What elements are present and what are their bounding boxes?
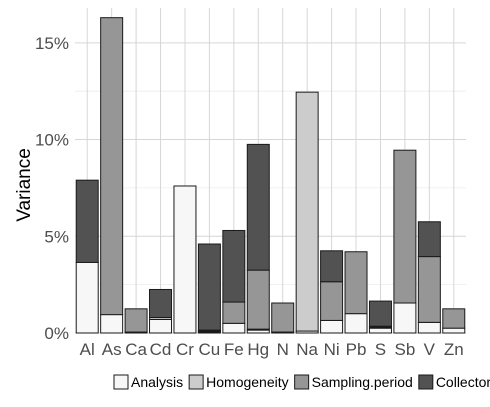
bar-zn-analysis (442, 327, 466, 334)
x-tick-label: Al (80, 340, 95, 359)
bar-v-collector (417, 221, 441, 258)
bar-pb-sampling-period (344, 251, 368, 315)
x-tick-label: Pb (346, 340, 367, 359)
legend-label: Collector (436, 374, 490, 390)
bar-ni-analysis (320, 319, 344, 334)
bar-sb-analysis (393, 302, 417, 334)
x-tick-label: Zn (444, 340, 464, 359)
x-tick-label: Sb (395, 340, 416, 359)
x-tick-label: Fe (224, 340, 244, 359)
legend-item-homogeneity: Homogeneity (188, 374, 289, 390)
legend-swatch (418, 374, 434, 390)
bar-as-sampling-period (100, 17, 124, 316)
bar-na-homogeneity (295, 91, 319, 332)
x-tick-label: Hg (247, 340, 269, 359)
bar-fe-collector (222, 229, 246, 303)
x-tick-label: Cd (150, 340, 172, 359)
legend-label: Homogeneity (206, 374, 289, 390)
bar-v-analysis (417, 321, 441, 334)
bar-ni-sampling-period (320, 281, 344, 321)
bar-cd-collector (149, 288, 173, 319)
y-tick-label: 10% (35, 131, 69, 150)
x-tick-label: Ni (324, 340, 340, 359)
legend-swatch (294, 374, 310, 390)
bar-n-sampling-period (271, 302, 295, 333)
bar-cr-analysis (173, 185, 197, 334)
x-tick-label: Na (296, 340, 318, 359)
legend-label: Analysis (131, 374, 183, 390)
legend-label: Sampling.period (312, 374, 413, 390)
bar-pb-analysis (344, 313, 368, 334)
legend-item-collector: Collector (418, 374, 490, 390)
bar-sb-sampling-period (393, 149, 417, 304)
bar-hg-collector (246, 143, 270, 271)
x-tick-label: Cr (176, 340, 194, 359)
bar-cu-collector (197, 243, 221, 331)
legend-item-analysis: Analysis (113, 374, 183, 390)
bar-zn-sampling-period (442, 308, 466, 329)
legend-swatch (188, 374, 204, 390)
x-axis-ticks: Al As Ca Cd Cr Cu Fe Hg N Na Ni Pb S Sb V Zn (80, 340, 464, 359)
bar-fe-sampling-period (222, 301, 246, 324)
x-tick-label: N (277, 340, 289, 359)
y-axis-title: Variance (14, 148, 35, 222)
x-tick-label: S (375, 340, 386, 359)
x-tick-label: Ca (125, 340, 147, 359)
bar-al-collector (75, 179, 99, 263)
bar-ni-collector (320, 250, 344, 283)
x-tick-label: V (424, 340, 436, 359)
legend: Analysis Homogeneity Sampling.period Collec… (113, 374, 490, 390)
y-tick-label: 15% (35, 34, 69, 53)
bar-al-analysis (75, 261, 99, 334)
bar-as-analysis (100, 314, 124, 334)
bars (75, 17, 466, 334)
bar-fe-analysis (222, 322, 246, 334)
y-tick-label: 5% (44, 227, 69, 246)
bar-v-sampling-period (417, 256, 441, 323)
x-tick-label: Cu (199, 340, 221, 359)
bar-cd-analysis (149, 318, 173, 334)
bar-s-collector (368, 300, 392, 327)
x-tick-label: As (102, 340, 122, 359)
legend-item-sampling-period: Sampling.period (294, 374, 413, 390)
bar-ca-sampling-period (124, 308, 148, 333)
bar-s-analysis (368, 327, 392, 334)
y-axis-ticks: 0% 5% 10% 15% (35, 34, 69, 343)
bar-hg-sampling-period (246, 269, 270, 330)
y-tick-label: 0% (44, 324, 69, 343)
legend-swatch (113, 374, 129, 390)
